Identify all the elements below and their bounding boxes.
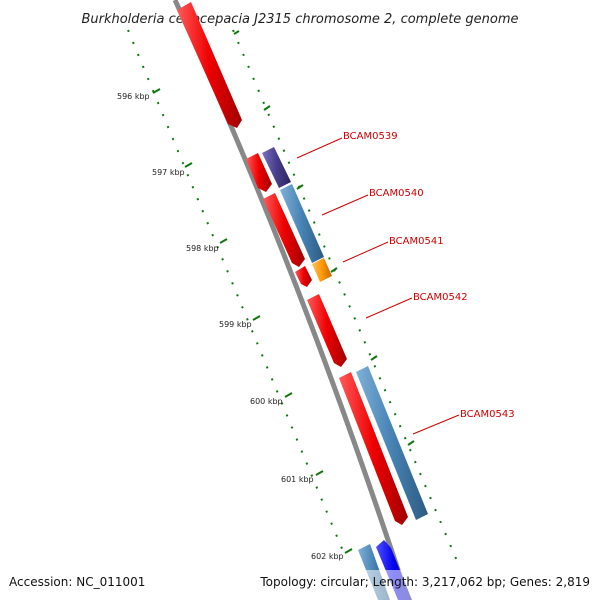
- gene-arrow[interactable]: [356, 366, 428, 520]
- scale-label: 598 kbp: [186, 244, 219, 253]
- outer-tick: [407, 440, 415, 446]
- outer-tick: [370, 355, 378, 361]
- outer-tick-track: [232, 29, 461, 569]
- gene-label[interactable]: BCAM0543: [460, 409, 515, 420]
- genes-track-outer: [262, 147, 428, 600]
- outer-tick: [263, 105, 271, 111]
- scale-label: 601 kbp: [281, 475, 314, 484]
- gene-arrow[interactable]: [263, 193, 305, 267]
- scale-tick: [252, 315, 261, 321]
- scale-tick: [344, 548, 353, 554]
- map-title: Burkholderia cenocepacia J2315 chromosom…: [81, 12, 518, 27]
- scale-tick: [152, 88, 161, 94]
- scale-tick: [284, 392, 293, 398]
- scale-tick: [219, 238, 228, 244]
- gene-callouts: BCAM0539 BCAM0540 BCAM0541 BCAM0542 BCAM…: [296, 131, 515, 435]
- scale-tick: [184, 162, 193, 168]
- scale-label: 600 kbp: [250, 397, 283, 406]
- outer-tick: [296, 184, 304, 190]
- callout-line: [412, 414, 460, 435]
- scale-labels: 596 kbp 597 kbp 598 kbp 599 kbp 600 kbp …: [117, 92, 344, 561]
- gene-arrow[interactable]: [280, 184, 324, 263]
- accession-text: Accession: NC_011001: [9, 575, 145, 589]
- gene-arrow[interactable]: [262, 147, 291, 188]
- gene-arrow[interactable]: [246, 153, 272, 192]
- callout-line: [342, 241, 389, 263]
- gene-label[interactable]: BCAM0539: [343, 131, 398, 142]
- callout-line: [365, 297, 413, 319]
- inner-scale-track: [127, 29, 353, 557]
- scale-label: 599 kbp: [219, 320, 252, 329]
- gene-label[interactable]: BCAM0540: [369, 188, 424, 199]
- gene-arrow[interactable]: [295, 266, 312, 287]
- outer-tick: [233, 30, 240, 35]
- scale-label: 596 kbp: [117, 92, 150, 101]
- callout-line: [321, 194, 369, 216]
- gene-label[interactable]: BCAM0541: [389, 236, 444, 247]
- summary-text: Topology: circular; Length: 3,217,062 bp…: [259, 575, 590, 589]
- genome-backbone: [172, 0, 411, 600]
- genes-track-inner: [177, 2, 408, 525]
- scale-label: 597 kbp: [152, 168, 185, 177]
- gene-label[interactable]: BCAM0542: [413, 292, 468, 303]
- scale-tick: [315, 470, 324, 476]
- gene-arrow[interactable]: [339, 372, 408, 525]
- footer-backdrop: [0, 570, 600, 600]
- gene-arrow[interactable]: [312, 258, 332, 282]
- outer-tick: [330, 267, 338, 273]
- gene-arrow[interactable]: [307, 294, 347, 367]
- scale-label: 602 kbp: [311, 552, 344, 561]
- callout-line: [296, 137, 343, 159]
- gene-arrow[interactable]: [177, 2, 242, 128]
